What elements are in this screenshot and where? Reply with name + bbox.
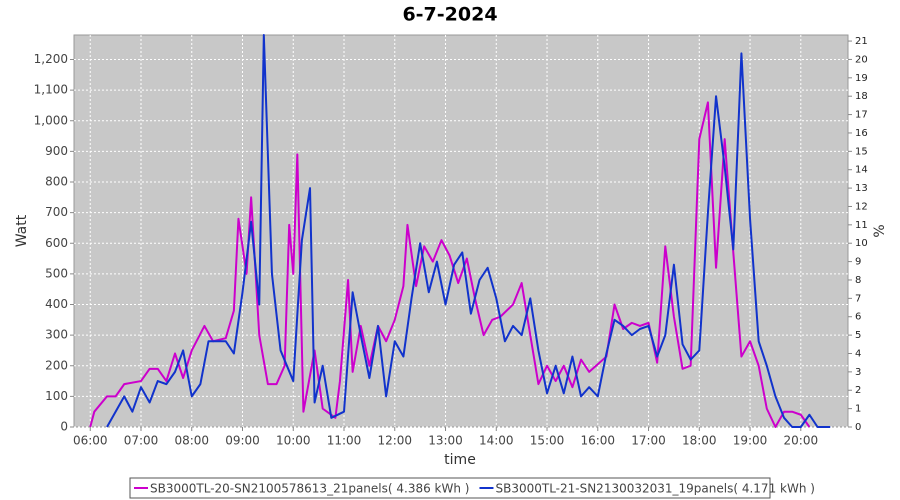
y-tick-label: 400 <box>45 297 68 311</box>
y-axis-label: Watt <box>14 214 30 247</box>
y2-tick-label: 16 <box>855 128 868 139</box>
y-tick-label: 500 <box>45 266 68 280</box>
y-tick-label: 600 <box>45 236 68 250</box>
x-tick-label: 19:00 <box>733 434 768 448</box>
x-tick-label: 16:00 <box>580 434 615 448</box>
y-tick-label: 1,000 <box>34 113 68 127</box>
y2-tick-label: 2 <box>855 385 861 396</box>
x-tick-label: 10:00 <box>276 434 311 448</box>
x-tick-label: 13:00 <box>428 434 463 448</box>
y2-tick-label: 0 <box>855 422 861 433</box>
y2-tick-label: 6 <box>855 312 861 323</box>
y2-tick-label: 12 <box>855 201 868 212</box>
y2-tick-label: 5 <box>855 330 861 341</box>
x-tick-label: 11:00 <box>327 434 362 448</box>
x-tick-label: 15:00 <box>530 434 565 448</box>
y-tick-label: 100 <box>45 389 68 403</box>
series-line <box>106 34 831 428</box>
y-tick-label: 1,100 <box>34 83 68 97</box>
chart-title: 6-7-2024 <box>402 4 497 26</box>
x-tick-label: 18:00 <box>682 434 717 448</box>
x-tick-label: 17:00 <box>631 434 666 448</box>
x-tick-label: 12:00 <box>377 434 412 448</box>
y-tick-label: 300 <box>45 328 68 342</box>
x-tick-label: 09:00 <box>225 434 260 448</box>
y2-tick-label: 18 <box>855 91 868 102</box>
y2-tick-label: 21 <box>855 36 868 47</box>
y2-tick-label: 14 <box>855 165 868 176</box>
y2-tick-label: 10 <box>855 238 868 249</box>
y2-tick-label: 20 <box>855 54 868 65</box>
y2-tick-label: 8 <box>855 275 861 286</box>
legend <box>129 477 771 499</box>
legend-label: SB3000TL-21-SN2130032031_19panels( 4.171… <box>495 482 814 496</box>
y2-tick-label: 11 <box>855 220 868 231</box>
y2-tick-label: 13 <box>855 183 868 194</box>
y2-tick-label: 15 <box>855 146 868 157</box>
x-tick-label: 20:00 <box>784 434 819 448</box>
y-tick-label: 700 <box>45 205 68 219</box>
y2-tick-label: 9 <box>855 257 861 268</box>
x-tick-label: 06:00 <box>73 434 108 448</box>
y2-tick-label: 3 <box>855 367 861 378</box>
x-tick-label: 08:00 <box>174 434 209 448</box>
y-tick-label: 200 <box>45 358 68 372</box>
y-tick-label: 900 <box>45 144 68 158</box>
y-tick-label: 0 <box>60 420 68 434</box>
y-tick-label: 1,200 <box>34 52 68 66</box>
y-tick-label: 800 <box>45 175 68 189</box>
x-tick-label: 14:00 <box>479 434 514 448</box>
y2-tick-label: 4 <box>855 348 861 359</box>
y2-tick-label: 7 <box>855 293 861 304</box>
y2-tick-label: 19 <box>855 73 868 84</box>
y2-axis-label: % <box>872 224 888 237</box>
x-tick-label: 07:00 <box>124 434 159 448</box>
legend-label: SB3000TL-20-SN2100578613_21panels( 4.386… <box>150 482 469 496</box>
x-axis-label: time <box>444 452 476 468</box>
series-line <box>89 101 811 428</box>
y2-tick-label: 1 <box>855 404 861 415</box>
y2-tick-label: 17 <box>855 110 868 121</box>
